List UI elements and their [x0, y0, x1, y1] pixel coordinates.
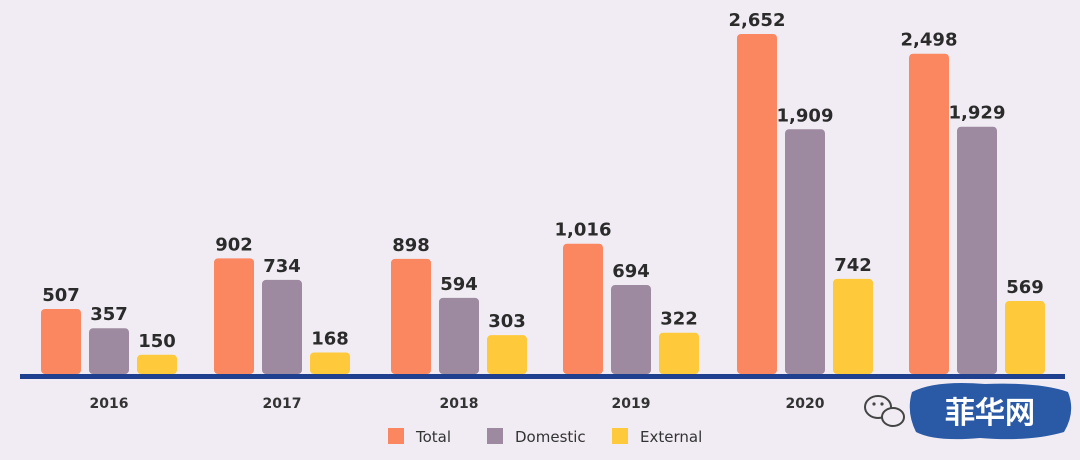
bar-domestic-2017	[262, 279, 302, 374]
x-tick-label-2018: 2018	[440, 396, 479, 412]
bar-domestic-2018	[439, 297, 479, 374]
watermark-brush-bg	[909, 383, 1072, 440]
bar-total-2018	[391, 258, 431, 374]
bar-domestic-2020	[785, 129, 825, 374]
value-label-total-2020: 2,652	[729, 10, 786, 31]
legend-label-total: Total	[415, 428, 451, 446]
legend: Total Domestic External	[388, 428, 702, 446]
bar-total-2017	[214, 258, 254, 374]
x-tick-label-2017: 2017	[263, 396, 302, 412]
bar-total-2021	[909, 53, 949, 374]
watermark: 菲华网	[864, 383, 1072, 440]
value-label-domestic-2018: 594	[440, 274, 478, 295]
bar-external-2021	[1005, 301, 1045, 374]
wechat-icon	[864, 395, 905, 427]
value-label-external-2017: 168	[311, 328, 349, 349]
value-label-external-2021: 569	[1006, 277, 1044, 298]
x-axis-line	[20, 374, 1065, 379]
bar-total-2016	[41, 309, 81, 374]
value-label-external-2020: 742	[834, 255, 872, 276]
bar-external-2018	[487, 335, 527, 374]
legend-swatch-external	[612, 428, 628, 444]
bar-domestic-2021	[957, 126, 997, 374]
bars	[41, 34, 1045, 374]
legend-swatch-total	[388, 428, 404, 444]
bar-external-2019	[659, 332, 699, 374]
value-label-domestic-2017: 734	[263, 256, 301, 277]
x-tick-label-2016: 2016	[90, 396, 129, 412]
value-label-total-2019: 1,016	[555, 220, 612, 241]
bar-total-2019	[563, 243, 603, 374]
value-label-domestic-2019: 694	[612, 261, 650, 282]
value-label-domestic-2016: 357	[90, 304, 128, 325]
watermark-text: 菲华网	[945, 396, 1035, 431]
value-label-external-2018: 303	[488, 311, 526, 332]
bar-domestic-2019	[611, 285, 651, 374]
bar-external-2020	[833, 278, 873, 374]
legend-swatch-domestic	[487, 428, 503, 444]
value-label-total-2016: 507	[42, 285, 80, 306]
value-label-domestic-2020: 1,909	[777, 105, 834, 126]
bar-external-2017	[310, 352, 350, 374]
bar-domestic-2016	[89, 328, 129, 374]
value-label-domestic-2021: 1,929	[949, 103, 1006, 124]
x-tick-labels: 2016 2017 2018 2019 2020	[90, 396, 825, 412]
bar-external-2016	[137, 354, 177, 374]
value-label-total-2018: 898	[392, 235, 430, 256]
value-label-total-2021: 2,498	[901, 30, 958, 51]
x-tick-label-2019: 2019	[612, 396, 651, 412]
value-label-external-2016: 150	[138, 331, 176, 352]
legend-label-domestic: Domestic	[515, 428, 586, 446]
x-tick-label-2020: 2020	[786, 396, 825, 412]
value-label-total-2017: 902	[215, 234, 253, 255]
bar-total-2020	[737, 34, 777, 374]
legend-label-external: External	[640, 428, 702, 446]
value-label-external-2019: 322	[660, 309, 698, 330]
